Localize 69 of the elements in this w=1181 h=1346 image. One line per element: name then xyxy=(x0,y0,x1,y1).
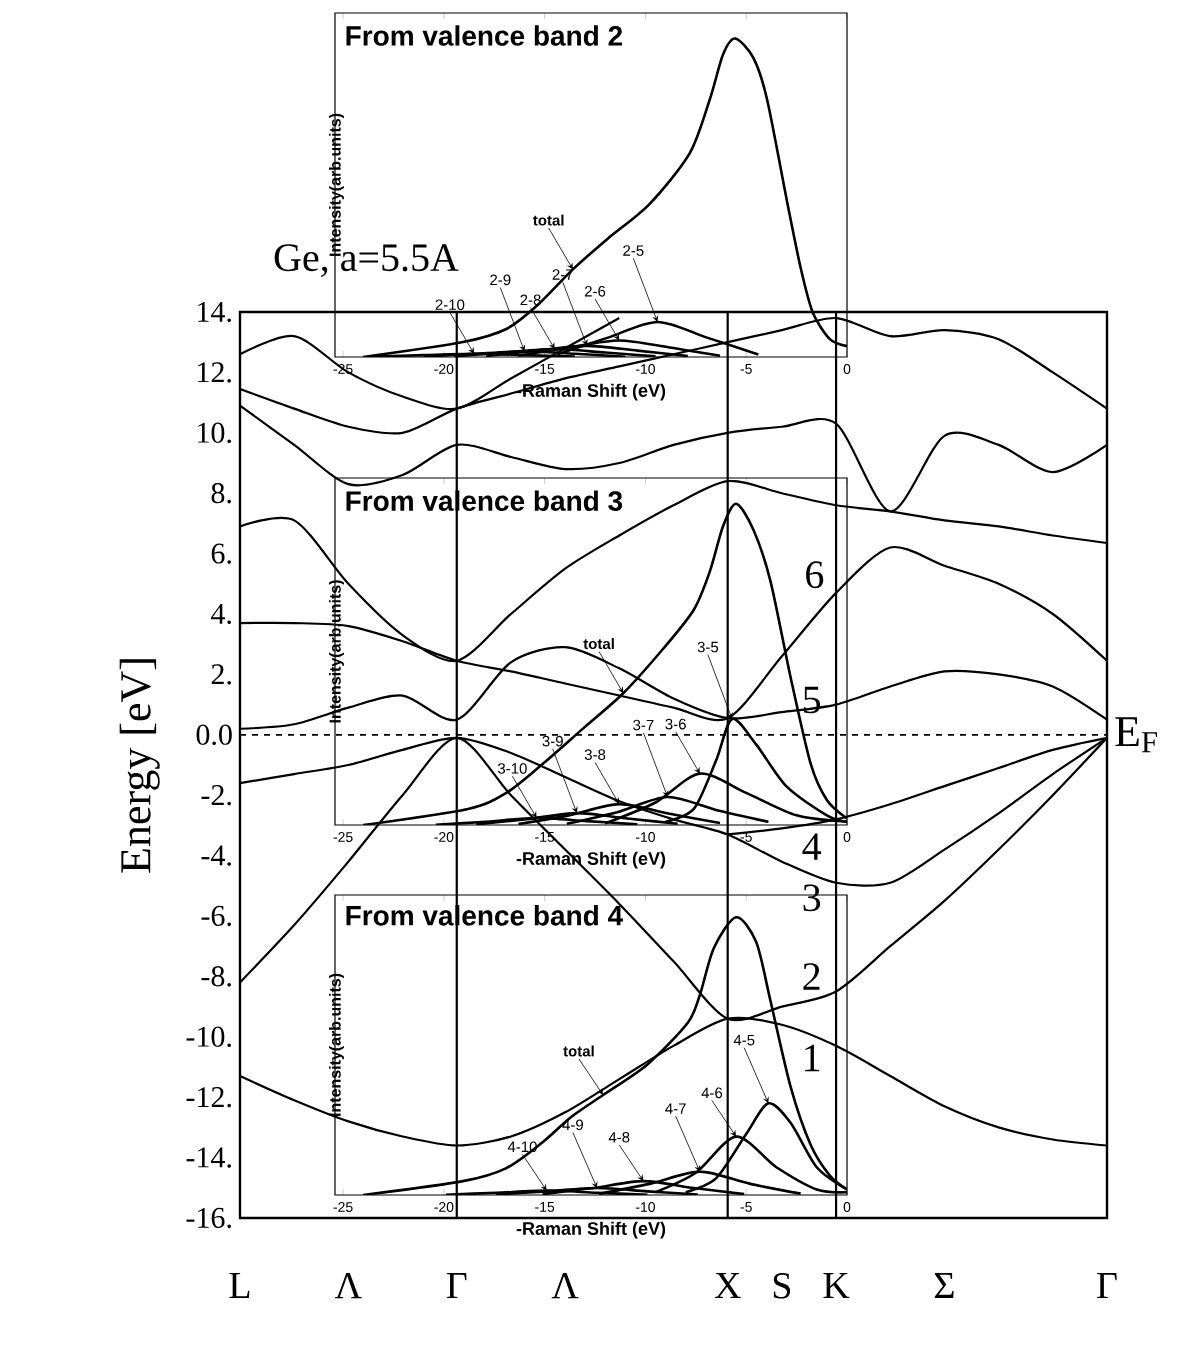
y-tick-label: 12. xyxy=(198,362,231,383)
x-tick-label: K xyxy=(823,1273,850,1298)
annotation: 2-5 xyxy=(623,245,644,256)
annotation: 4-7 xyxy=(665,1103,686,1114)
y-tick-label: -6. xyxy=(201,905,231,927)
x-tick-label: S xyxy=(773,1273,791,1299)
annotation: 1 xyxy=(805,1044,820,1072)
y-tick-label: 10. xyxy=(198,422,231,443)
x-tick-label: -20 xyxy=(434,1202,454,1212)
x-axis-title: -Raman Shift (eV) xyxy=(516,383,666,401)
y-tick-label: -14. xyxy=(186,1147,231,1168)
annotation: 6 xyxy=(806,561,824,589)
x-tick-label: Λ xyxy=(551,1273,579,1299)
x-tick-label: 0 xyxy=(843,364,851,374)
annotation: 3-5 xyxy=(697,641,719,653)
x-tick-label: -5 xyxy=(740,1202,752,1212)
y-tick-label: -12. xyxy=(186,1087,231,1108)
x-tick-label: -25 xyxy=(333,832,353,842)
y-tick-label: 4. xyxy=(211,603,231,625)
x-tick-label: -15 xyxy=(535,364,555,374)
annotation: 4 xyxy=(802,833,822,860)
y-tick-label: -4. xyxy=(201,845,231,866)
x-axis-title: -Raman Shift (eV) xyxy=(516,1221,666,1239)
x-tick-label: 0 xyxy=(843,1202,851,1212)
x-tick-label: Σ xyxy=(934,1273,954,1298)
annotation: 3-10 xyxy=(497,763,527,774)
x-tick-label: Λ xyxy=(334,1273,362,1299)
x-tick-label: 0 xyxy=(843,832,851,842)
y-tick-label: 8. xyxy=(211,483,231,504)
annotation: 3-8 xyxy=(584,749,606,760)
annotation: 2-6 xyxy=(584,286,606,297)
x-tick-label: L xyxy=(229,1273,250,1298)
annotation: total xyxy=(583,638,614,650)
y-axis-title: Energy [eV] xyxy=(119,659,160,873)
annotation: 2-9 xyxy=(490,274,511,286)
annotation: 3-7 xyxy=(633,719,654,731)
annotation: 3-9 xyxy=(542,735,563,747)
x-tick-label: -5 xyxy=(740,364,752,374)
x-tick-label: -15 xyxy=(535,1202,555,1212)
annotation: 3-6 xyxy=(665,718,686,730)
y-axis-title: Intensity(arb.units) xyxy=(329,973,344,1116)
x-tick-label: -20 xyxy=(434,364,454,374)
x-tick-label: -20 xyxy=(434,832,454,842)
x-tick-label: X xyxy=(714,1273,741,1298)
annotation: total xyxy=(533,214,564,226)
ref-line-label: E$_{F}$ xyxy=(1115,717,1157,753)
x-tick-label: Γ xyxy=(1097,1273,1117,1298)
y-tick-label: 6. xyxy=(211,543,231,564)
annotation: 4-5 xyxy=(733,1034,755,1046)
x-tick-label: -25 xyxy=(333,1202,353,1212)
y-tick-label: -10. xyxy=(186,1026,231,1047)
annotation: 3 xyxy=(803,884,821,912)
annotation: 4-8 xyxy=(608,1131,630,1143)
x-tick-label: -10 xyxy=(635,832,655,842)
annotation: total xyxy=(563,1045,594,1057)
chart-title: From valence band 2 xyxy=(346,25,623,46)
y-tick-label: 14. xyxy=(198,301,231,323)
y-tick-label: -8. xyxy=(201,966,231,987)
annotation: 2 xyxy=(803,963,820,990)
y-tick-label: 0.0 xyxy=(196,724,232,745)
y-tick-label: 2. xyxy=(211,664,231,685)
annotation: 4-6 xyxy=(701,1087,723,1099)
x-tick-label: -10 xyxy=(635,1202,655,1212)
y-tick-label: -16. xyxy=(186,1207,231,1229)
y-tick-label: -2. xyxy=(201,785,231,806)
y-axis-title: Intensity(arb.units) xyxy=(329,580,344,723)
annotation: 2-10 xyxy=(435,299,465,311)
x-tick-label: Γ xyxy=(446,1273,467,1298)
x-tick-label: -10 xyxy=(635,364,655,374)
